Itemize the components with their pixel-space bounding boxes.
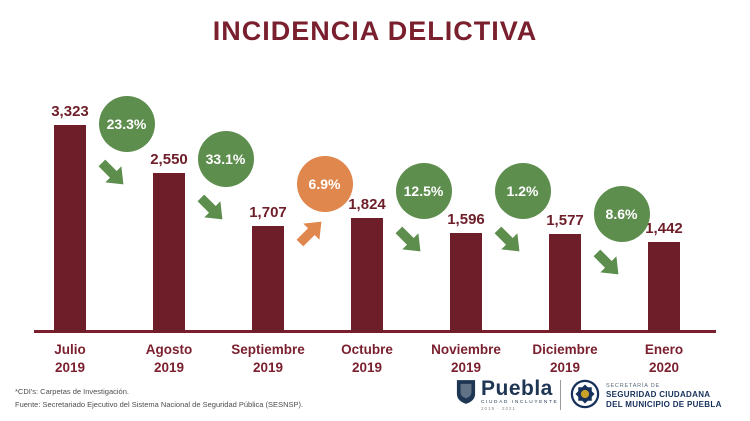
trend-arrow-up [291, 214, 331, 254]
puebla-logo-subtext: CIUDAD INCLUYENTE [481, 400, 559, 405]
bar-value-label: 1,824 [348, 196, 386, 213]
month-name: Enero [644, 342, 684, 357]
footnote-cdi: *CDI's: Carpetas de Investigación. [15, 387, 129, 396]
x-axis-label: Noviembre 2019 [417, 341, 515, 376]
logo-divider [560, 380, 561, 410]
bar-value-label: 2,550 [150, 151, 188, 168]
month-name: Septiembre [231, 342, 305, 357]
month-year: 2019 [153, 359, 185, 375]
bar-value-label: 1,442 [645, 220, 683, 237]
month-name: Julio [54, 342, 86, 357]
bar-value-label: 1,596 [447, 211, 485, 228]
bar [549, 234, 581, 332]
month-year: 2019 [54, 359, 86, 375]
month-year: 2019 [252, 359, 284, 375]
ssc-line3: DEL MUNICIPIO DE PUEBLA [606, 399, 722, 409]
change-badge: 8.6% [593, 186, 650, 242]
ssc-logo: SECRETARÍA DE SEGURIDAD CIUDADANA DEL MU… [570, 379, 722, 414]
ssc-line1: SECRETARÍA DE [606, 383, 661, 390]
x-axis-label: Enero 2020 [615, 341, 713, 376]
month-name: Octubre [341, 342, 393, 357]
change-badge: 6.9% [296, 156, 353, 212]
bar [351, 218, 383, 332]
x-axis-label: Octubre 2019 [318, 341, 416, 376]
month-year: 2019 [351, 359, 383, 375]
month-name: Diciembre [532, 342, 598, 357]
bar [252, 226, 284, 332]
bar [54, 125, 86, 332]
change-badge: 12.5% [395, 163, 452, 219]
x-axis-label: Julio 2019 [21, 341, 119, 376]
bar [153, 173, 185, 332]
bar [450, 233, 482, 332]
page-title: INCIDENCIA DELICTIVA [212, 16, 538, 46]
ssc-line2: SEGURIDAD CIUDADANA [606, 389, 711, 399]
police-badge-icon [570, 379, 600, 414]
puebla-logo: Puebla CIUDAD INCLUYENTE 2019 · 2021 [456, 378, 558, 412]
month-year: 2019 [549, 359, 581, 375]
bar [648, 242, 680, 332]
bar-value-label: 1,707 [249, 204, 287, 221]
bar-value-label: 1,577 [546, 212, 584, 229]
bar-value-label: 3,323 [51, 103, 89, 120]
footnote-source: Fuente: Secretariado Ejecutivo del Siste… [15, 399, 304, 409]
change-badge: 33.1% [197, 131, 254, 187]
puebla-logo-years: 2019 · 2021 [481, 406, 517, 412]
x-axis-label: Septiembre 2019 [219, 341, 317, 376]
puebla-shield-icon [456, 379, 476, 410]
trend-arrow-down [192, 189, 232, 229]
change-badge: 23.3% [98, 96, 155, 152]
puebla-logo-text: Puebla [481, 377, 553, 400]
month-year: 2020 [648, 359, 680, 375]
footnotes: *CDI's: Carpetas de Investigación. Fuent… [15, 386, 303, 412]
x-axis-label: Diciembre 2019 [516, 341, 614, 376]
trend-arrow-down [93, 154, 133, 194]
month-name: Noviembre [431, 342, 501, 357]
trend-arrow-down [390, 221, 430, 261]
month-year: 2019 [450, 359, 482, 375]
trend-arrow-down [588, 244, 628, 284]
trend-arrow-down [489, 221, 529, 261]
month-name: Agosto [145, 342, 193, 357]
change-badge: 1.2% [494, 163, 551, 219]
x-axis-label: Agosto 2019 [120, 341, 218, 376]
